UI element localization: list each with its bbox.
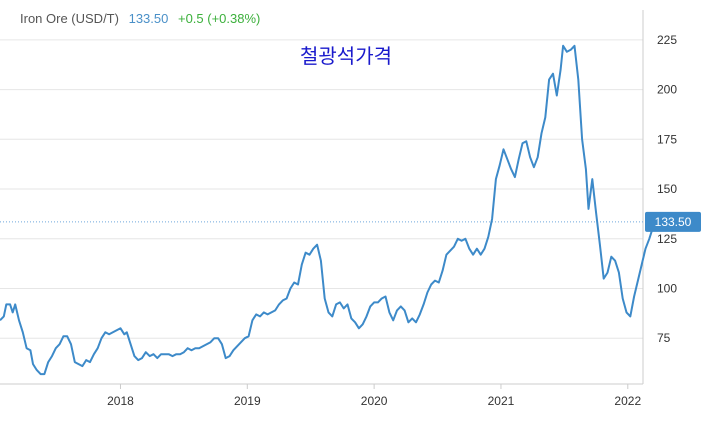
y-tick-label: 125 xyxy=(657,232,677,246)
y-tick-label: 200 xyxy=(657,83,677,97)
price-change: +0.5 (+0.38%) xyxy=(177,11,261,26)
last-price-label: 133.50 xyxy=(645,211,701,232)
grid-lines xyxy=(0,39,643,385)
last-price-label-bg xyxy=(645,211,701,232)
overlay-title: 철광석가격 xyxy=(300,44,392,68)
chart-header: Iron Ore (USD/T) 133.50 +0.5 (+0.38%) xyxy=(20,11,260,26)
x-tick-label: 2018 xyxy=(107,394,134,408)
x-tick-label: 2020 xyxy=(361,394,388,408)
price-line xyxy=(0,44,658,376)
x-tick-label: 2021 xyxy=(488,394,515,408)
last-price-label-text: 133.50 xyxy=(655,215,692,229)
y-tick-label: 75 xyxy=(657,331,671,345)
instrument-name: Iron Ore (USD/T) xyxy=(20,11,119,26)
y-tick-label: 150 xyxy=(657,182,677,196)
y-axis: 75 100 125 150 175 200 225 xyxy=(642,10,677,384)
x-tick-label: 2019 xyxy=(234,394,261,408)
y-tick-label: 100 xyxy=(657,282,677,296)
y-tick-label: 175 xyxy=(657,132,677,146)
x-axis: 2018 2019 2020 2021 2022 xyxy=(107,384,641,408)
current-price: 133.50 xyxy=(128,11,169,26)
x-tick-label: 2022 xyxy=(614,394,641,408)
y-tick-label: 225 xyxy=(657,33,677,47)
